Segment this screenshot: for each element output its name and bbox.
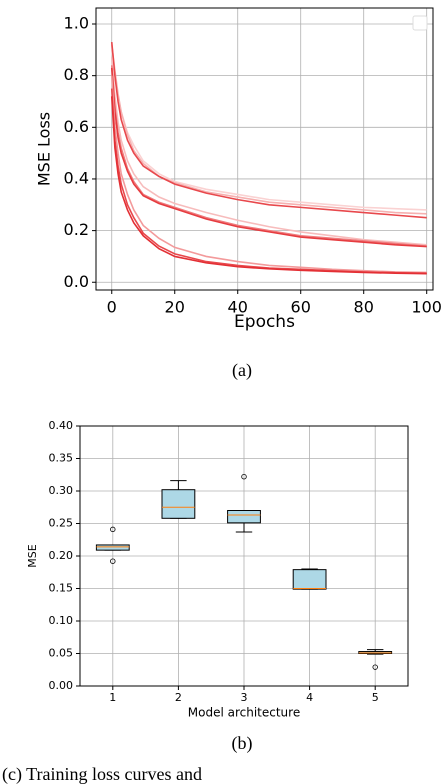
y-tick-label: 0.00	[49, 679, 74, 692]
y-axis-label: MSE	[26, 544, 39, 567]
y-tick-label: 0.8	[64, 65, 89, 84]
caption: (c) Training loss curves and	[2, 764, 202, 784]
y-tick-label: 1.0	[64, 14, 89, 33]
y-tick-label: 0.10	[49, 614, 74, 627]
box	[95, 544, 130, 551]
x-axis-label: Epochs	[234, 312, 295, 332]
x-tick-label: 2	[175, 691, 182, 704]
plot-frame	[95, 7, 434, 291]
loss-curve	[110, 65, 427, 247]
loss-curve	[110, 44, 427, 215]
outlier	[110, 558, 116, 564]
x-tick-label: 0	[107, 298, 117, 317]
x-tick-label: 20	[165, 298, 185, 317]
caption: (b)	[232, 733, 253, 754]
y-tick-label: 0.40	[49, 419, 74, 432]
loss-curve	[110, 57, 427, 246]
y-tick-label: 0.2	[64, 220, 89, 239]
y-tick-label: 0.20	[49, 549, 74, 562]
box	[292, 569, 327, 590]
x-tick-label: 80	[354, 298, 374, 317]
loss-curve	[110, 42, 427, 219]
x-axis-label: Model architecture	[188, 706, 300, 720]
box	[161, 489, 196, 519]
box	[227, 510, 261, 524]
y-tick-label: 0.15	[49, 582, 74, 595]
loss-curve	[110, 49, 427, 211]
y-tick-label: 0.4	[64, 168, 89, 187]
caption: (a)	[232, 360, 252, 381]
x-tick-label: 5	[372, 691, 379, 704]
legend	[412, 15, 428, 31]
x-tick-label: 100	[411, 298, 442, 317]
outlier	[372, 664, 378, 670]
x-tick-label: 1	[109, 691, 116, 704]
y-tick-label: 0.6	[64, 117, 89, 136]
y-tick-label: 0.25	[49, 517, 74, 530]
plot-frame	[79, 425, 409, 687]
outlier	[110, 526, 116, 533]
y-axis-label: MSE Loss	[35, 112, 54, 186]
x-tick-label: 4	[306, 691, 313, 704]
loss-curve	[110, 88, 427, 275]
y-tick-label: 0.0	[64, 272, 89, 291]
loss-curve	[110, 75, 427, 274]
y-tick-label: 0.30	[49, 484, 74, 497]
x-tick-label: 40	[228, 298, 248, 317]
outlier	[241, 474, 247, 480]
loss-curve	[110, 67, 427, 248]
x-tick-label: 60	[291, 298, 311, 317]
loss-curve	[110, 96, 427, 275]
y-tick-label: 0.05	[49, 647, 74, 660]
y-tick-label: 0.35	[49, 452, 74, 465]
x-tick-label: 3	[241, 691, 248, 704]
